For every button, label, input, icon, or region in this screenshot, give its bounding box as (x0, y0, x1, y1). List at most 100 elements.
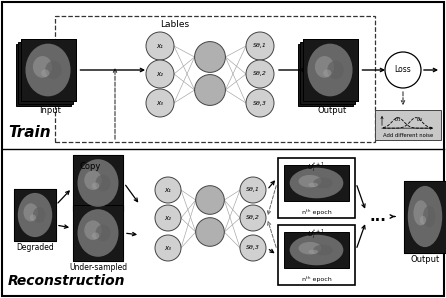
Circle shape (155, 177, 181, 203)
Ellipse shape (308, 183, 318, 187)
Bar (16, 44, 70, 106)
Text: x₁: x₁ (157, 43, 163, 49)
Ellipse shape (18, 193, 52, 237)
Text: Sθ,3: Sθ,3 (253, 100, 267, 105)
Bar (14, 189, 56, 241)
Ellipse shape (289, 235, 343, 265)
Text: Under-sampled: Under-sampled (69, 263, 127, 272)
Ellipse shape (323, 69, 331, 77)
Circle shape (246, 32, 274, 60)
Text: Input: Input (39, 106, 61, 115)
Circle shape (385, 52, 421, 88)
Ellipse shape (307, 44, 352, 96)
Text: Reconstruction: Reconstruction (8, 274, 125, 288)
Bar (18, 41, 73, 103)
Circle shape (240, 235, 266, 261)
Text: x₁: x₁ (165, 187, 171, 193)
Ellipse shape (84, 170, 102, 190)
Ellipse shape (33, 207, 45, 223)
Bar (300, 41, 355, 103)
Ellipse shape (313, 178, 333, 188)
Text: ...: ... (370, 209, 386, 224)
Text: x₂: x₂ (165, 215, 171, 221)
Bar (73, 155, 123, 211)
Text: Lables: Lables (161, 20, 190, 29)
Circle shape (240, 177, 266, 203)
Ellipse shape (423, 206, 435, 227)
Bar (278, 225, 355, 285)
Text: $U_i^{t+1}$: $U_i^{t+1}$ (307, 160, 326, 173)
Ellipse shape (41, 69, 50, 77)
Bar (404, 181, 446, 252)
Text: Add different noise: Add different noise (383, 133, 433, 138)
Ellipse shape (298, 175, 322, 187)
Text: x₃: x₃ (165, 245, 171, 251)
Bar (21, 39, 75, 101)
Circle shape (196, 186, 224, 214)
Ellipse shape (327, 61, 344, 79)
Ellipse shape (408, 186, 442, 247)
Circle shape (194, 42, 225, 72)
Ellipse shape (30, 215, 36, 221)
Ellipse shape (24, 203, 38, 221)
Text: x₃: x₃ (157, 100, 163, 106)
Circle shape (146, 89, 174, 117)
Ellipse shape (84, 221, 102, 240)
Ellipse shape (308, 250, 318, 254)
Ellipse shape (78, 209, 119, 257)
Text: Sθ,3: Sθ,3 (246, 246, 260, 251)
Bar (297, 44, 352, 106)
Circle shape (246, 60, 274, 88)
Text: nᵗʰ epoch: nᵗʰ epoch (301, 209, 331, 215)
Bar (404, 181, 446, 252)
Ellipse shape (33, 56, 52, 78)
Ellipse shape (420, 216, 426, 224)
Ellipse shape (95, 225, 111, 241)
Ellipse shape (313, 245, 333, 255)
Bar (73, 205, 123, 261)
Bar (284, 165, 349, 201)
Circle shape (155, 235, 181, 261)
Bar (278, 158, 355, 218)
Ellipse shape (92, 232, 99, 239)
Text: x₂: x₂ (157, 71, 163, 77)
Circle shape (194, 74, 225, 105)
Bar (284, 232, 349, 268)
Text: $U_i^{t+1}$: $U_i^{t+1}$ (307, 227, 326, 240)
Bar (302, 39, 358, 101)
Circle shape (246, 89, 274, 117)
Circle shape (240, 205, 266, 231)
Text: Train: Train (8, 125, 51, 140)
Bar (302, 39, 358, 101)
Text: Degraded: Degraded (16, 243, 54, 252)
Text: Sθ,1: Sθ,1 (253, 44, 267, 49)
Text: nᵗʰ epoch: nᵗʰ epoch (301, 276, 331, 282)
Ellipse shape (298, 242, 322, 254)
Text: Loss: Loss (395, 66, 411, 74)
Text: Output: Output (410, 255, 440, 265)
Ellipse shape (45, 61, 62, 79)
Text: Copy: Copy (79, 162, 101, 171)
Circle shape (196, 218, 224, 246)
Bar (14, 189, 56, 241)
Text: Sθ,2: Sθ,2 (253, 72, 267, 77)
Ellipse shape (289, 168, 343, 198)
Circle shape (146, 32, 174, 60)
Ellipse shape (315, 56, 334, 78)
Bar (55, 16, 375, 142)
Text: Sθ,1: Sθ,1 (246, 187, 260, 193)
Ellipse shape (413, 200, 428, 226)
Bar (21, 39, 75, 101)
Circle shape (155, 205, 181, 231)
Ellipse shape (95, 175, 111, 191)
Ellipse shape (25, 44, 70, 96)
Text: $\delta_1$: $\delta_1$ (394, 115, 402, 124)
Bar (73, 205, 123, 261)
Ellipse shape (92, 182, 99, 189)
Text: Output: Output (318, 106, 347, 115)
Text: $\delta_2$: $\delta_2$ (416, 115, 424, 124)
Circle shape (146, 60, 174, 88)
Ellipse shape (78, 159, 119, 207)
Bar (375, 110, 441, 140)
Text: Sθ,2: Sθ,2 (246, 215, 260, 221)
